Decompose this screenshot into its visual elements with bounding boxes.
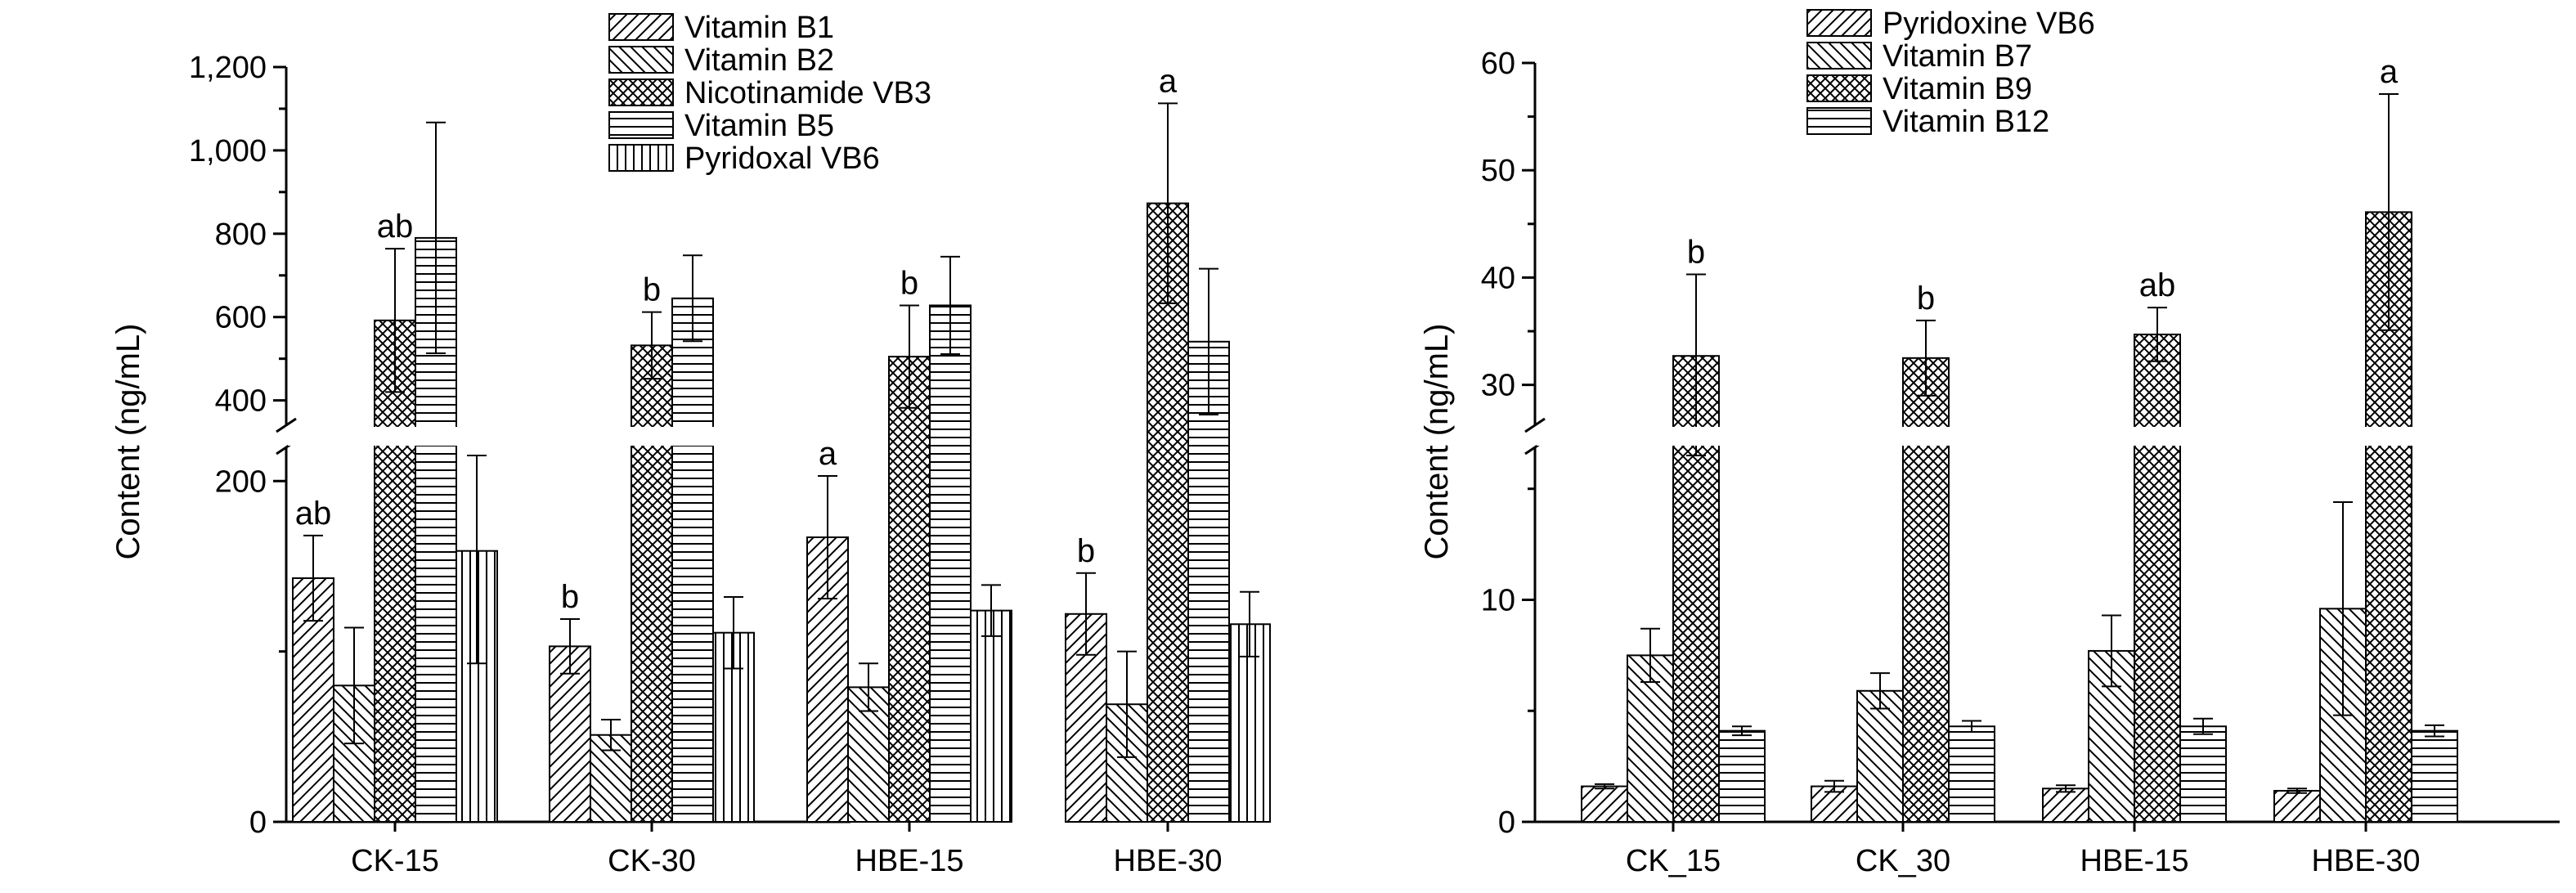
bar [631,344,673,823]
significance-label: ab [295,496,332,532]
y-axis-label: Content (ng/mL) [1419,323,1455,559]
x-tick-label: CK-15 [351,844,439,878]
bar [671,297,714,823]
bar [1627,654,1674,823]
significance-label: ab [377,209,414,245]
legend-label: Vitamin B7 [1883,39,2032,74]
legend-swatch [1806,9,1872,37]
bar [1718,729,1766,823]
legend-label: Vitamin B12 [1883,105,2049,139]
legend-swatch [608,79,674,106]
significance-label: b [1077,533,1095,569]
legend-label: Pyridoxal VB6 [684,141,880,176]
bar [970,609,1012,823]
x-tick-label: HBE-15 [855,844,963,878]
x-tick-label: HBE-30 [1113,844,1222,878]
bar [2411,729,2458,823]
x-tick-label: HBE-30 [2311,844,2420,878]
bar [2134,333,2181,823]
legend-label: Pyridoxine VB6 [1883,7,2095,41]
bar [333,684,375,823]
y-tick-label: 0 [1498,805,1515,840]
y-tick-label: 50 [1481,154,1515,188]
significance-label: b [1687,234,1705,270]
x-tick-label: CK_30 [1856,844,1950,878]
y-tick-label: 0 [249,805,267,840]
y-tick-label: 30 [1481,369,1515,403]
bar [2273,789,2321,823]
significance-label: b [900,265,918,301]
legend-label: Vitamin B5 [684,109,834,143]
legend-swatch [1806,107,1872,135]
legend-label: Vitamin B1 [684,11,834,45]
x-tick-label: CK_15 [1626,844,1721,878]
legend-swatch [608,46,674,74]
legend-label: Vitamin B2 [684,43,834,78]
significance-label: b [1917,280,1935,316]
legend-swatch [608,144,674,172]
legend-swatch [1806,42,1872,70]
y-tick-label: 800 [215,218,267,252]
chart-left: 400 600 800 1,000 1,200 0 200 Content (ng/mL) CK… [110,11,1271,878]
bar [1147,202,1189,823]
significance-label: b [643,272,661,308]
axis-break-gap [1537,427,2561,446]
y-tick-label: 600 [215,301,267,335]
bar [1856,689,1904,823]
legend-label: Nicotinamide VB3 [684,76,931,110]
legend-swatch [1806,74,1872,102]
y-tick-label: 60 [1481,47,1515,81]
x-tick-label: HBE-15 [2080,844,2188,878]
bar [2042,788,2089,823]
bar [888,356,931,823]
bar [1187,340,1230,823]
bar [929,304,972,823]
significance-label: b [561,579,579,615]
y-tick-label: 40 [1481,261,1515,295]
legend-label: Vitamin B9 [1883,72,2032,106]
bar [374,319,416,823]
bar [549,645,591,823]
significance-label: a [1159,63,1178,99]
bar [2179,725,2227,823]
y-axis-label: Content (ng/mL) [110,323,146,559]
bar [1581,785,1628,823]
y-tick-label: 1,200 [189,51,267,85]
bar [1948,725,1995,823]
legend-swatch [608,111,674,139]
chart-right: 30 40 50 60 0 10 Content (ng/mL) CK_15 CK_30 HBE-… [1419,7,2561,878]
legend-swatch [608,13,674,41]
y-tick-label: 10 [1481,583,1515,617]
x-tick-label: CK-30 [608,844,696,878]
axis-break-mark [1524,417,1546,433]
significance-label: a [2380,54,2399,90]
axis-break-mark [276,417,297,433]
axis-break-gap [288,427,852,446]
significance-label: ab [2139,267,2176,303]
y-tick-label: 200 [215,464,267,499]
y-tick-label: 400 [215,384,267,419]
y-tick-label: 1,000 [189,134,267,168]
